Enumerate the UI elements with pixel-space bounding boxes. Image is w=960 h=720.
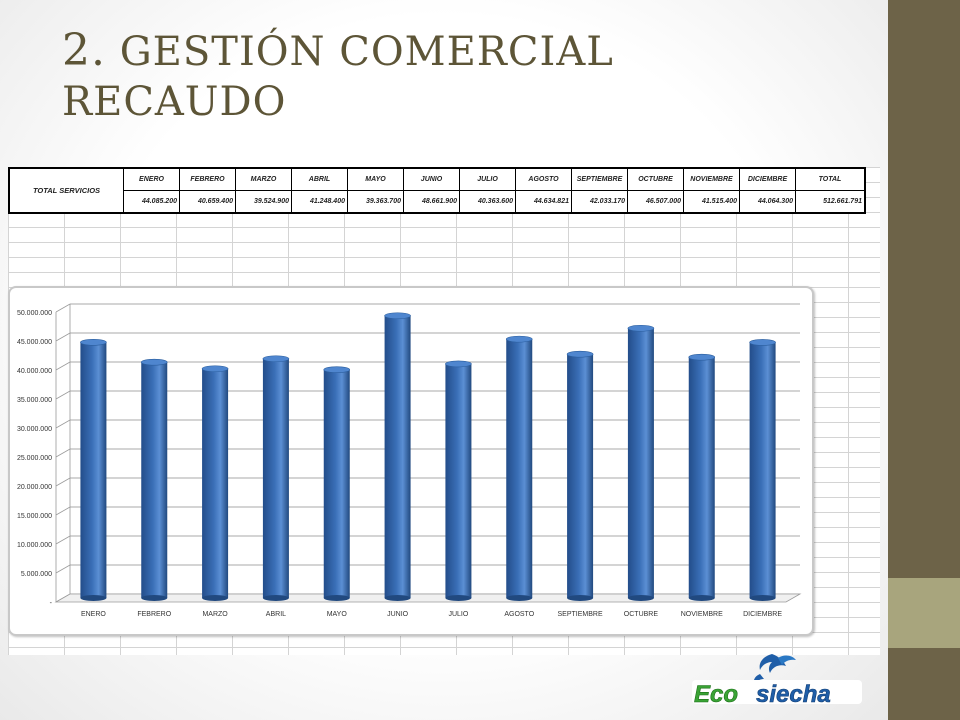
bar xyxy=(627,324,655,601)
y-tick-label: 15.000.000 xyxy=(17,513,52,520)
x-tick-label: AGOSTO xyxy=(504,611,534,618)
chart-frame: - 5.000.000 10.000.000 15.000.000 20.000.000… xyxy=(8,286,814,636)
table-header-row: TOTAL SERVICIOS ENERO FEBRERO MARZO ABRI… xyxy=(8,167,866,214)
table-header-cell: ENERO xyxy=(123,167,180,191)
bar xyxy=(688,353,716,601)
y-tick-label: 10.000.000 xyxy=(17,542,52,549)
bar xyxy=(80,339,107,601)
x-tick-label: JULIO xyxy=(448,611,468,618)
gridline-depth xyxy=(55,419,71,429)
x-tick-label: ENERO xyxy=(81,611,106,618)
table-value-cell: 41.248.400 xyxy=(291,190,348,214)
table-value-cell: 42.033.170 xyxy=(571,190,628,214)
title-line-2: RECAUDO xyxy=(62,79,287,125)
y-tick-label: - xyxy=(50,600,53,607)
table-value-cell: 48.661.900 xyxy=(403,190,460,214)
x-tick-label: ABRIL xyxy=(266,611,286,618)
y-tick-label: 25.000.000 xyxy=(17,455,52,462)
bar-chart: - 5.000.000 10.000.000 15.000.000 20.000.000… xyxy=(17,303,802,618)
x-tick-label: NOVIEMBRE xyxy=(681,611,723,618)
gridline-depth xyxy=(55,361,71,371)
table-value-cell: 40.659.400 xyxy=(179,190,236,214)
table-header-cell: MARZO xyxy=(235,167,292,191)
x-tick-label: SEPTIEMBRE xyxy=(558,611,603,618)
y-tick-label: 20.000.000 xyxy=(17,484,52,491)
y-tick-label: 5.000.000 xyxy=(21,571,52,578)
gridline-depth xyxy=(55,477,71,487)
table-header-cell: OCTUBRE xyxy=(627,167,684,191)
y-tick-label: 35.000.000 xyxy=(17,397,52,404)
bar xyxy=(201,365,229,601)
table-header-cell: SEPTIEMBRE xyxy=(571,167,628,191)
table-header-cell: ABRIL xyxy=(291,167,348,191)
table-value-cell: 40.363.600 xyxy=(459,190,516,214)
x-tick-label: JUNIO xyxy=(387,611,409,618)
table-row-label: TOTAL SERVICIOS xyxy=(8,167,124,214)
x-tick-label: FEBRERO xyxy=(137,611,171,618)
x-tick-label: OCTUBRE xyxy=(624,611,659,618)
logo-text-siecha: siecha xyxy=(756,681,831,708)
y-tick-label: 45.000.000 xyxy=(17,339,52,346)
side-bar-accent xyxy=(888,578,960,648)
table-value-cell: 44.064.300 xyxy=(739,190,796,214)
bar xyxy=(262,355,290,601)
bar xyxy=(140,358,168,601)
table-header-cell: JULIO xyxy=(459,167,516,191)
table-value-cell: 46.507.000 xyxy=(627,190,684,214)
table-value-cell: 39.524.900 xyxy=(235,190,292,214)
title-line-1: GESTIÓN COMERCIAL xyxy=(119,29,614,75)
table-value-cell: 44.634.821 xyxy=(515,190,572,214)
table-header-cell: NOVIEMBRE xyxy=(683,167,740,191)
table-value-cell: 39.363.700 xyxy=(347,190,404,214)
bar xyxy=(323,366,351,601)
table-value-row: 44.085.200 40.659.400 39.524.900 41.248.… xyxy=(9,190,866,214)
table-header-cell: MAYO xyxy=(347,167,404,191)
bar xyxy=(566,350,594,601)
table-value-cell: 41.515.400 xyxy=(683,190,740,214)
table-header-cell: JUNIO xyxy=(403,167,460,191)
chart-floor xyxy=(54,593,802,603)
gridline-depth xyxy=(55,448,71,458)
gridline-depth xyxy=(55,506,71,516)
table-header-cell: DICIEMBRE xyxy=(739,167,796,191)
x-tick-label: MARZO xyxy=(202,611,228,618)
bar xyxy=(384,312,411,601)
table-value-cell: 44.085.200 xyxy=(123,190,180,214)
table-header-cell: AGOSTO xyxy=(515,167,572,191)
bar xyxy=(505,335,533,601)
logo-text-eco: Eco xyxy=(694,681,738,708)
x-tick-label: MAYO xyxy=(327,611,348,618)
y-tick-label: 50.000.000 xyxy=(17,310,52,317)
summary-table: TOTAL SERVICIOS ENERO FEBRERO MARZO ABRI… xyxy=(8,167,866,214)
gridline-depth xyxy=(55,332,71,342)
y-tick-label: 30.000.000 xyxy=(17,426,52,433)
x-tick-label: DICIEMBRE xyxy=(743,611,782,618)
gridline-depth xyxy=(55,535,71,545)
table-value-cell: 512.661.791 xyxy=(795,190,866,214)
table-header-cell: FEBRERO xyxy=(179,167,236,191)
slide-title: 2. GESTIÓN COMERCIAL RECAUDO xyxy=(62,26,862,127)
bar xyxy=(749,339,776,601)
ecosiecha-logo: Eco siecha xyxy=(692,654,862,708)
table-header-cell: TOTAL xyxy=(795,167,866,191)
title-number: 2. xyxy=(62,25,106,76)
gridline-depth xyxy=(55,390,71,400)
gridline-depth xyxy=(55,564,71,574)
gridline-depth xyxy=(55,303,71,313)
bar xyxy=(445,360,472,601)
y-tick-label: 40.000.000 xyxy=(17,368,52,375)
logo-water-drop-icon xyxy=(753,654,796,684)
